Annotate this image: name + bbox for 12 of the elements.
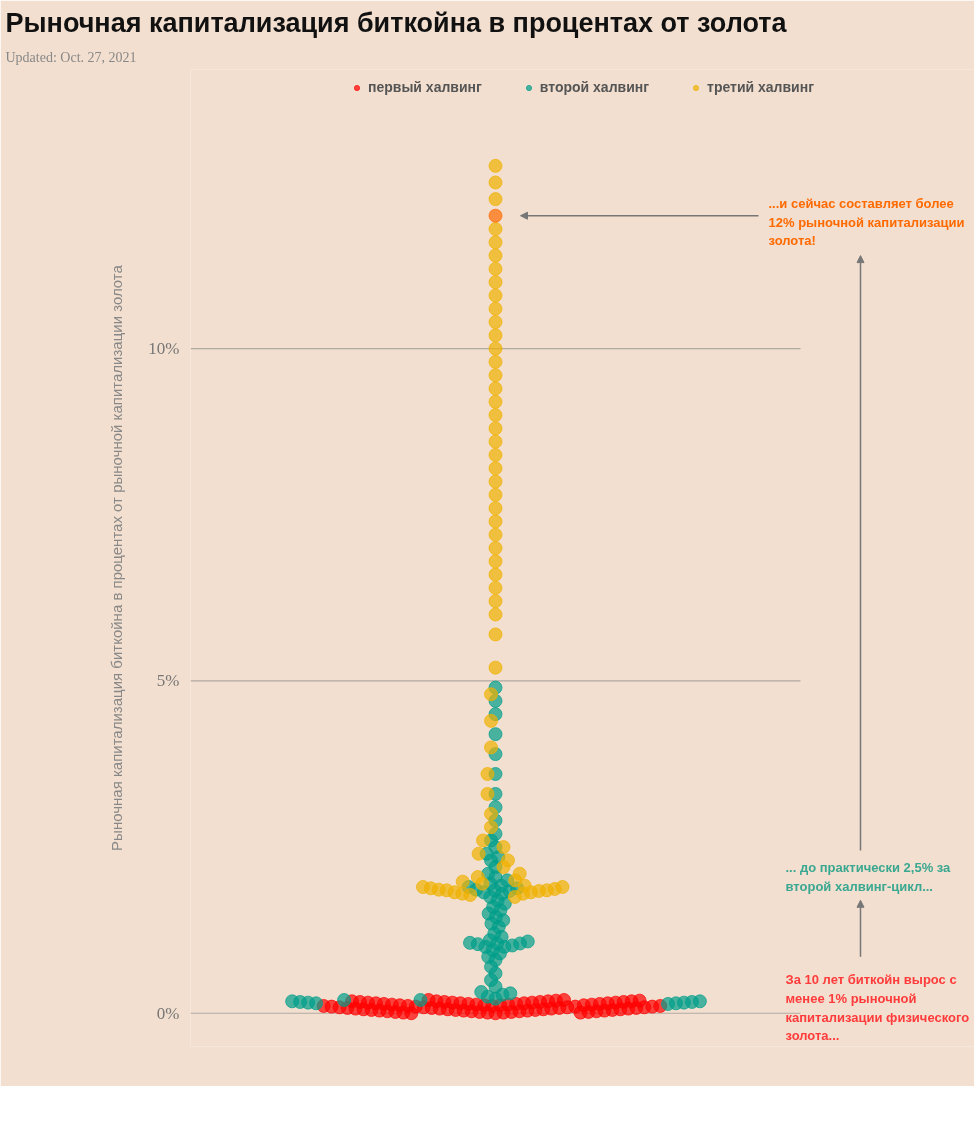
legend-label: второй халвинг <box>539 79 650 95</box>
annotation: ...и сейчас составляет более 12% рыночной капитализации золота! <box>768 195 965 249</box>
chart-title: Рыночная капитализация биткойна в процентах от золота <box>5 7 788 38</box>
y-tick-label: 5% <box>156 671 180 691</box>
annotation: ... до практически 2,5% за второй халвинг-цикл... <box>785 860 952 895</box>
y-tick-label: 0% <box>156 1003 180 1023</box>
legend-label: первый халвинг <box>368 79 482 95</box>
text: Updated: Oct. 27, 2021 <box>5 49 137 65</box>
annotation: За 10 лет биткойн вырос с менее 1% рыночной капитализации физического золота... <box>785 972 970 1044</box>
y-axis-title: Рыночная капитализация биткойна в процентах от рыночной капитализации золота <box>108 264 126 851</box>
y-tick-label: 10% <box>148 339 180 359</box>
legend-label: третий халвинг <box>707 79 814 95</box>
